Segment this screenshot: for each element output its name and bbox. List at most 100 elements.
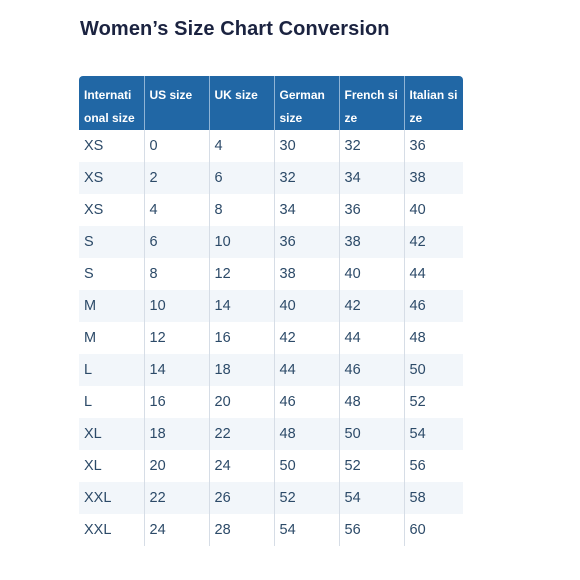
cell-us-size: 0	[144, 130, 210, 162]
cell-italian-size: 46	[404, 290, 463, 322]
table-row: XXL 24 28 54 56 60	[79, 514, 463, 546]
cell-french-size: 38	[339, 226, 405, 258]
cell-french-size: 42	[339, 290, 405, 322]
cell-german-size: 52	[274, 482, 340, 514]
cell-us-size: 18	[144, 418, 210, 450]
cell-german-size: 34	[274, 194, 340, 226]
cell-french-size: 40	[339, 258, 405, 290]
cell-italian-size: 54	[404, 418, 463, 450]
cell-international-size: L	[79, 354, 145, 386]
cell-us-size: 22	[144, 482, 210, 514]
cell-international-size: XXL	[79, 514, 145, 546]
cell-italian-size: 38	[404, 162, 463, 194]
cell-italian-size: 52	[409, 394, 426, 410]
cell-us-size: 10	[144, 290, 210, 322]
cell-italian-size: 40	[409, 202, 426, 218]
table-row: XL 18 22 48 50 54	[79, 418, 463, 450]
cell-international-size: XS	[79, 194, 145, 226]
table-body: XS 0 4 30 32 36 XS 2 6 32 34 38 XS 4 8 34 36 40 S 6 10 36 38 42…	[79, 130, 463, 546]
table-header-row: Internati onal size US size UK size Germ…	[79, 76, 463, 130]
cell-us-size: 20	[144, 450, 210, 482]
column-header-french-size: French size	[339, 76, 405, 130]
cell-german-size: 40	[274, 290, 340, 322]
cell-us-size: 12	[144, 322, 210, 354]
table-row: XS 0 4 30 32 36	[79, 130, 463, 162]
table-row: M 10 14 40 42 46	[79, 290, 463, 322]
cell-german-size: 32	[274, 162, 340, 194]
cell-uk-size: 6	[209, 162, 275, 194]
table-row: XL 20 24 50 52 56	[79, 450, 463, 482]
column-header-international-size: Internati onal size	[79, 76, 145, 130]
cell-french-size: 46	[339, 354, 405, 386]
table-row: L 14 18 44 46 50	[79, 354, 463, 386]
cell-uk-size: 26	[209, 482, 275, 514]
table-row: XS 4 8 34 36 40	[79, 194, 463, 226]
cell-us-size: 16	[144, 386, 210, 418]
cell-french-size: 52	[339, 450, 405, 482]
cell-italian-size: 50	[404, 354, 463, 386]
cell-us-size: 6	[144, 226, 210, 258]
cell-french-size: 32	[339, 130, 405, 162]
cell-uk-size: 20	[209, 386, 275, 418]
cell-uk-size: 18	[209, 354, 275, 386]
cell-international-size: XL	[79, 450, 145, 482]
table-row: L 16 20 46 48 52	[79, 386, 463, 418]
cell-international-size: L	[79, 386, 145, 418]
cell-german-size: 30	[274, 130, 340, 162]
cell-international-size: M	[79, 290, 145, 322]
column-header-german-size: German size	[274, 76, 340, 130]
table-row: XS 2 6 32 34 38	[79, 162, 463, 194]
column-header-us-size: US size	[144, 76, 210, 130]
cell-german-size: 36	[274, 226, 340, 258]
cell-international-size: XS	[79, 162, 145, 194]
table-row: M 12 16 42 44 48	[79, 322, 463, 354]
cell-international-size: XXL	[79, 482, 145, 514]
column-header-italian-size: Italian size	[404, 76, 463, 130]
cell-italian-size: 60	[409, 522, 426, 538]
cell-uk-size: 28	[209, 514, 275, 546]
cell-uk-size: 22	[209, 418, 275, 450]
cell-italian-size: 58	[404, 482, 463, 514]
cell-uk-size: 10	[209, 226, 275, 258]
cell-uk-size: 8	[209, 194, 275, 226]
cell-us-size: 2	[144, 162, 210, 194]
table-row: S 8 12 38 40 44	[79, 258, 463, 290]
cell-french-size: 48	[339, 386, 405, 418]
cell-international-size: S	[79, 258, 145, 290]
cell-us-size: 24	[144, 514, 210, 546]
cell-french-size: 44	[339, 322, 405, 354]
cell-uk-size: 16	[209, 322, 275, 354]
cell-french-size: 54	[339, 482, 405, 514]
cell-german-size: 54	[274, 514, 340, 546]
cell-german-size: 50	[274, 450, 340, 482]
table-row: S 6 10 36 38 42	[79, 226, 463, 258]
cell-international-size: XS	[79, 130, 145, 162]
cell-french-size: 34	[339, 162, 405, 194]
cell-us-size: 8	[144, 258, 210, 290]
cell-uk-size: 4	[209, 130, 275, 162]
cell-uk-size: 14	[209, 290, 275, 322]
cell-international-size: XL	[79, 418, 145, 450]
cell-uk-size: 24	[209, 450, 275, 482]
cell-german-size: 38	[274, 258, 340, 290]
cell-international-size: M	[79, 322, 145, 354]
cell-italian-size: 48	[409, 330, 426, 346]
cell-french-size: 50	[339, 418, 405, 450]
cell-german-size: 46	[274, 386, 340, 418]
cell-italian-size: 36	[409, 138, 426, 154]
cell-uk-size: 12	[209, 258, 275, 290]
cell-german-size: 44	[274, 354, 340, 386]
size-conversion-table: Internati onal size US size UK size Germ…	[79, 76, 463, 546]
cell-german-size: 42	[274, 322, 340, 354]
cell-italian-size: 44	[409, 266, 426, 282]
cell-us-size: 14	[144, 354, 210, 386]
page-title: Women’s Size Chart Conversion	[80, 18, 390, 40]
cell-german-size: 48	[274, 418, 340, 450]
table-row: XXL 22 26 52 54 58	[79, 482, 463, 514]
cell-french-size: 36	[339, 194, 405, 226]
cell-italian-size: 56	[409, 458, 426, 474]
cell-international-size: S	[79, 226, 145, 258]
cell-us-size: 4	[144, 194, 210, 226]
column-header-uk-size: UK size	[209, 76, 275, 130]
cell-french-size: 56	[339, 514, 405, 546]
